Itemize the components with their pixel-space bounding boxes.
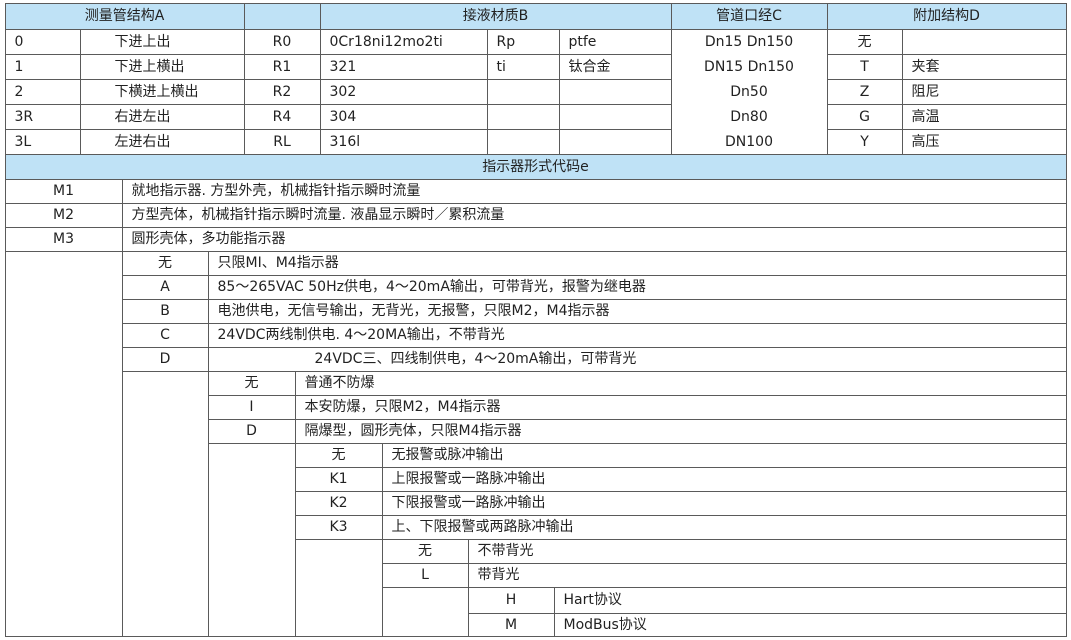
- structure-code: 1: [4, 53, 81, 80]
- material-name: 304: [319, 103, 488, 130]
- header-diameter-c: 管道口经C: [670, 2, 828, 30]
- backlight-desc: 带背光: [467, 562, 1067, 588]
- diameter-value: Dn50: [730, 83, 768, 100]
- structure-desc: 左进右出: [79, 128, 245, 155]
- alarm-desc: 上、下限报警或两路脉冲输出: [381, 514, 1067, 540]
- indent-spacer: [121, 370, 209, 637]
- alarm-desc: 无报警或脉冲输出: [381, 442, 1067, 468]
- material-name: 302: [319, 78, 488, 105]
- material-name: 0Cr18ni12mo2ti: [319, 28, 488, 55]
- explosion-code: D: [207, 418, 296, 444]
- structure-desc: 右进左出: [79, 103, 245, 130]
- material-code: R1: [243, 53, 321, 80]
- additional-code: T: [826, 53, 903, 80]
- material-name: 321: [319, 53, 488, 80]
- material-name: 316l: [319, 128, 488, 155]
- power-code: D: [121, 346, 209, 372]
- power-desc: 24VDC两线制供电. 4～20MA输出，不带背光: [207, 322, 1067, 348]
- power-desc: 85～265VAC 50Hz供电，4～20mA输出，可带背光，报警为继电器: [207, 274, 1067, 300]
- power-code: C: [121, 322, 209, 348]
- backlight-code: 无: [381, 538, 469, 564]
- header-blank: [243, 2, 321, 30]
- material-code-2: Rp: [486, 28, 560, 55]
- material-code: R4: [243, 103, 321, 130]
- material-code-2: [486, 128, 560, 155]
- additional-code: G: [826, 103, 903, 130]
- diameter-value: Dn80: [730, 108, 768, 125]
- material-name-2: 钛合金: [558, 53, 672, 80]
- power-desc: 24VDC三、四线制供电，4～20mA输出，可带背光: [207, 346, 1067, 372]
- indicator-desc: 圆形壳体，多功能指示器: [121, 226, 1067, 252]
- additional-desc: 高温: [901, 103, 1067, 130]
- material-name-2: [558, 78, 672, 105]
- structure-desc: 下横进上横出: [79, 78, 245, 105]
- structure-desc: 下进上出: [79, 28, 245, 55]
- indent-spacer: [4, 250, 123, 637]
- indicator-code: M3: [4, 226, 123, 252]
- protocol-desc: ModBus协议: [553, 612, 1067, 637]
- material-name-2: [558, 128, 672, 155]
- diameter-value: DN15 Dn150: [704, 58, 794, 75]
- indicator-code: M1: [4, 178, 123, 204]
- additional-code: Y: [826, 128, 903, 155]
- power-code: B: [121, 298, 209, 324]
- material-code-2: [486, 78, 560, 105]
- protocol-code: M: [467, 612, 555, 637]
- structure-code: 0: [4, 28, 81, 55]
- material-code: R2: [243, 78, 321, 105]
- explosion-desc: 隔爆型，圆形壳体，只限M4指示器: [294, 418, 1067, 444]
- power-code: 无: [121, 250, 209, 276]
- structure-code: 3L: [4, 128, 81, 155]
- material-code: RL: [243, 128, 321, 155]
- diameter-value: DN100: [725, 133, 773, 150]
- header-structure-a: 测量管结构A: [4, 2, 245, 30]
- additional-desc: 夹套: [901, 53, 1067, 80]
- material-name-2: [558, 103, 672, 130]
- alarm-code: K3: [294, 514, 383, 540]
- diameter-column: [670, 28, 828, 155]
- diameter-value: Dn15 Dn150: [704, 33, 794, 50]
- material-code: R0: [243, 28, 321, 55]
- structure-code: 3R: [4, 103, 81, 130]
- additional-desc: 高压: [901, 128, 1067, 155]
- protocol-desc: Hart协议: [553, 586, 1067, 614]
- indicator-desc: 就地指示器. 方型外壳，机械指针指示瞬时流量: [121, 178, 1067, 204]
- additional-desc: 阻尼: [901, 78, 1067, 105]
- power-desc: 电池供电，无信号输出，无背光，无报警，只限M2，M4指示器: [207, 298, 1067, 324]
- indent-spacer: [294, 538, 383, 637]
- material-code-2: [486, 103, 560, 130]
- structure-code: 2: [4, 78, 81, 105]
- material-name-2: ptfe: [558, 28, 672, 55]
- alarm-code: K1: [294, 466, 383, 492]
- alarm-desc: 上限报警或一路脉冲输出: [381, 466, 1067, 492]
- additional-code: 无: [826, 28, 903, 55]
- explosion-code: I: [207, 394, 296, 420]
- header-additional-d: 附加结构D: [826, 2, 1067, 30]
- additional-desc: [901, 28, 1067, 55]
- alarm-desc: 下限报警或一路脉冲输出: [381, 490, 1067, 516]
- material-code-2: ti: [486, 53, 560, 80]
- indicator-title: 指示器形式代码e: [4, 153, 1067, 180]
- indicator-code: M2: [4, 202, 123, 228]
- indicator-desc: 方型壳体，机械指针指示瞬时流量. 液晶显示瞬时／累积流量: [121, 202, 1067, 228]
- explosion-desc: 本安防爆，只限M2，M4指示器: [294, 394, 1067, 420]
- indent-spacer: [381, 586, 469, 637]
- protocol-code: H: [467, 586, 555, 614]
- additional-code: Z: [826, 78, 903, 105]
- alarm-code: K2: [294, 490, 383, 516]
- explosion-code: 无: [207, 370, 296, 396]
- explosion-desc: 普通不防爆: [294, 370, 1067, 396]
- header-material-b: 接液材质B: [319, 2, 672, 30]
- indent-spacer: [207, 442, 296, 637]
- power-code: A: [121, 274, 209, 300]
- structure-desc: 下进上横出: [79, 53, 245, 80]
- alarm-code: 无: [294, 442, 383, 468]
- backlight-code: L: [381, 562, 469, 588]
- backlight-desc: 不带背光: [467, 538, 1067, 564]
- power-desc: 只限MI、M4指示器: [207, 250, 1067, 276]
